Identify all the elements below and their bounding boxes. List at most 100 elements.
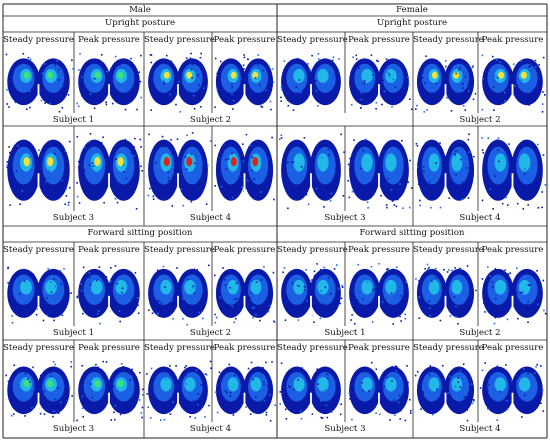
pressure-peak bbox=[47, 380, 54, 388]
pressure-speckle bbox=[470, 161, 472, 164]
pressure-speckle bbox=[366, 280, 369, 283]
pressure-speckle bbox=[29, 106, 31, 109]
pressure-speckle bbox=[114, 404, 116, 407]
pressure-speckle bbox=[536, 270, 538, 272]
pressure-speckle bbox=[319, 174, 321, 176]
pressure-speckle bbox=[289, 386, 292, 389]
pressure-speckle bbox=[231, 93, 233, 96]
pressure-speckle bbox=[93, 391, 95, 394]
pressure-speckle bbox=[508, 77, 511, 80]
pressure-speckle bbox=[428, 266, 430, 269]
pressure-speckle bbox=[232, 108, 234, 110]
pressure-speckle bbox=[378, 282, 380, 285]
pressure-speckle bbox=[235, 298, 238, 300]
pressure-speckle bbox=[265, 414, 268, 416]
pressure-speckle bbox=[252, 378, 254, 381]
pressure-speckle bbox=[243, 68, 245, 70]
pressure-speckle bbox=[443, 269, 445, 271]
pressure-speckle bbox=[428, 300, 430, 303]
pressure-speckle bbox=[501, 202, 504, 205]
pressure-speckle bbox=[514, 181, 516, 183]
pressure-speckle bbox=[395, 205, 398, 208]
pressure-speckle bbox=[269, 280, 271, 283]
pressure-speckle bbox=[537, 207, 540, 209]
pressure-speckle bbox=[91, 309, 94, 312]
pressure-speckle bbox=[95, 186, 97, 188]
pressure-speckle bbox=[65, 195, 68, 197]
pressure-speckle bbox=[330, 293, 332, 295]
pressure-speckle bbox=[54, 398, 57, 401]
pressure-speckle bbox=[454, 267, 456, 269]
pressure-speckle bbox=[287, 207, 289, 210]
pressure-speckle bbox=[29, 58, 32, 61]
pressure-speckle bbox=[192, 400, 195, 402]
pressure-speckle bbox=[362, 304, 364, 306]
pressure-speckle bbox=[19, 203, 21, 205]
pressure-speckle bbox=[191, 132, 194, 134]
pressure-speckle bbox=[527, 301, 530, 303]
gluteal-cleft bbox=[243, 392, 246, 415]
pressure-speckle bbox=[307, 203, 310, 205]
pressure-speckle bbox=[112, 385, 115, 388]
pressure-speckle bbox=[176, 138, 179, 140]
pressure-speckle bbox=[219, 386, 222, 388]
pressure-speckle bbox=[281, 88, 283, 91]
pressure-speckle bbox=[280, 137, 283, 139]
pressure-speckle bbox=[305, 269, 307, 271]
pressure-speckle bbox=[53, 410, 55, 412]
pressure-speckle bbox=[451, 269, 453, 272]
pressure-speckle bbox=[253, 306, 255, 309]
pressure-speckle bbox=[524, 97, 526, 99]
pressure-speckle bbox=[152, 195, 155, 198]
pressure-speckle bbox=[464, 76, 467, 78]
pressure-heatmap bbox=[147, 132, 212, 207]
pressure-speckle bbox=[140, 165, 142, 168]
pressure-speckle bbox=[297, 378, 299, 381]
pressure-speckle bbox=[11, 322, 14, 324]
pressure-speckle bbox=[416, 145, 419, 147]
pressure-speckle bbox=[407, 181, 409, 183]
pressure-speckle bbox=[101, 54, 103, 56]
pressure-speckle bbox=[93, 107, 96, 110]
pressure-speckle bbox=[320, 290, 323, 292]
pressure-speckle bbox=[200, 384, 203, 386]
pressure-speckle bbox=[395, 370, 398, 372]
pressure-speckle bbox=[140, 96, 142, 99]
pressure-speckle bbox=[54, 93, 56, 95]
pressure-speckle bbox=[356, 374, 358, 377]
pressure-speckle bbox=[497, 311, 500, 314]
pressure-speckle bbox=[522, 314, 525, 317]
pressure-speckle bbox=[187, 278, 189, 281]
pressure-speckle bbox=[442, 391, 445, 394]
subject-label: Subject 3 bbox=[52, 424, 95, 434]
pressure-speckle bbox=[340, 403, 342, 405]
pressure-speckle bbox=[472, 98, 475, 101]
pressure-region-high bbox=[184, 279, 196, 295]
pressure-speckle bbox=[252, 307, 254, 309]
pressure-speckle bbox=[386, 268, 388, 271]
pressure-speckle bbox=[262, 366, 264, 369]
pressure-speckle bbox=[203, 87, 205, 89]
pressure-speckle bbox=[458, 69, 460, 71]
pressure-speckle bbox=[224, 150, 227, 152]
pressure-speckle bbox=[406, 365, 408, 367]
pressure-speckle bbox=[259, 84, 261, 86]
pressure-speckle bbox=[185, 57, 188, 59]
pressure-speckle bbox=[312, 388, 315, 390]
pressure-speckle bbox=[50, 281, 52, 283]
pressure-speckle bbox=[245, 133, 248, 136]
pressure-speckle bbox=[177, 294, 179, 296]
pressure-speckle bbox=[87, 185, 90, 188]
pressure-speckle bbox=[265, 361, 267, 364]
pressure-speckle bbox=[540, 402, 542, 404]
pressure-heatmap bbox=[481, 266, 547, 325]
pressure-speckle bbox=[163, 407, 166, 409]
pressure-speckle bbox=[50, 375, 53, 378]
column-label: Steady pressure bbox=[277, 245, 348, 255]
group-label: Male bbox=[129, 5, 151, 15]
pressure-region-high bbox=[20, 279, 32, 295]
pressure-speckle bbox=[431, 102, 433, 105]
pressure-heatmap bbox=[5, 52, 74, 113]
pressure-speckle bbox=[293, 190, 296, 192]
pressure-speckle bbox=[341, 286, 344, 288]
